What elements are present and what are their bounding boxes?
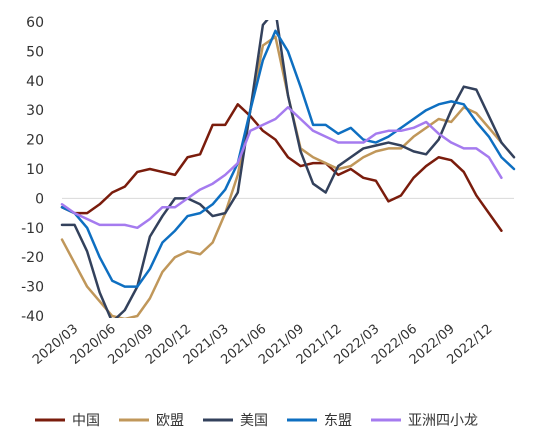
legend-item: 东盟 — [287, 413, 352, 429]
y-tick-label: 40 — [26, 74, 44, 90]
legend: 中国 欧盟 美国 东盟 亚洲四小龙 — [35, 413, 478, 429]
legend-item: 美国 — [203, 413, 268, 429]
y-tick-label: 0 — [35, 191, 44, 207]
series-line-欧盟 — [60, 35, 503, 318]
x-axis-ticks: 2020/032020/062020/092020/122021/032021/… — [30, 322, 495, 368]
y-tick-label: 60 — [26, 15, 44, 31]
y-tick-label: 50 — [26, 44, 44, 60]
y-tick-label: -20 — [21, 250, 44, 266]
series-line-亚洲四小龙 — [60, 106, 503, 230]
y-axis-ticks: 60 50 40 30 20 10 0 -10 -20 -30 -40 — [21, 15, 44, 325]
legend-item: 亚洲四小龙 — [371, 413, 478, 429]
series-lines — [60, 20, 516, 318]
y-tick-label: -40 — [21, 309, 44, 325]
legend-label: 亚洲四小龙 — [408, 413, 478, 429]
y-tick-label: -30 — [21, 280, 44, 296]
series-line-中国 — [60, 103, 503, 232]
y-tick-label: 20 — [26, 133, 44, 149]
y-tick-label: -10 — [21, 221, 44, 237]
y-tick-label: 10 — [26, 162, 44, 178]
y-tick-label: 30 — [26, 103, 44, 119]
legend-label: 美国 — [240, 413, 268, 429]
legend-item: 中国 — [35, 413, 100, 429]
legend-label: 东盟 — [324, 413, 352, 429]
series-line-美国 — [60, 20, 516, 318]
legend-label: 欧盟 — [156, 413, 184, 429]
legend-label: 中国 — [72, 413, 100, 429]
series-line-东盟 — [60, 29, 516, 288]
legend-item: 欧盟 — [119, 413, 184, 429]
